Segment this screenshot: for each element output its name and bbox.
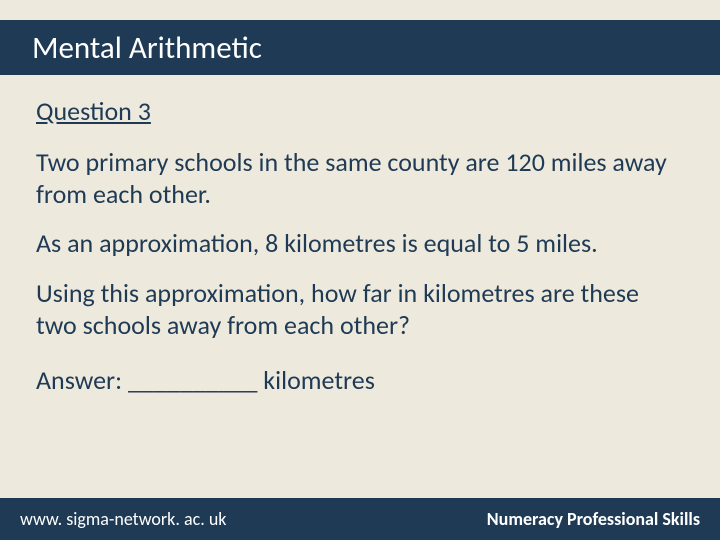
- paragraph-2: As an approximation, 8 kilometres is equ…: [36, 228, 680, 260]
- footer-url: www. sigma-network. ac. uk: [20, 508, 226, 530]
- question-label: Question 3: [36, 95, 680, 127]
- footer-title: Numeracy Professional Skills: [487, 508, 700, 530]
- footer-band: www. sigma-network. ac. uk Numeracy Prof…: [0, 498, 720, 540]
- answer-line: Answer: __________ kilometres: [36, 364, 680, 396]
- paragraph-1: Two primary schools in the same county a…: [36, 147, 680, 210]
- paragraph-3: Using this approximation, how far in kil…: [36, 278, 680, 341]
- page-title: Mental Arithmetic: [32, 29, 262, 67]
- header-band: Mental Arithmetic: [0, 20, 720, 75]
- content-area: Question 3 Two primary schools in the sa…: [36, 95, 680, 396]
